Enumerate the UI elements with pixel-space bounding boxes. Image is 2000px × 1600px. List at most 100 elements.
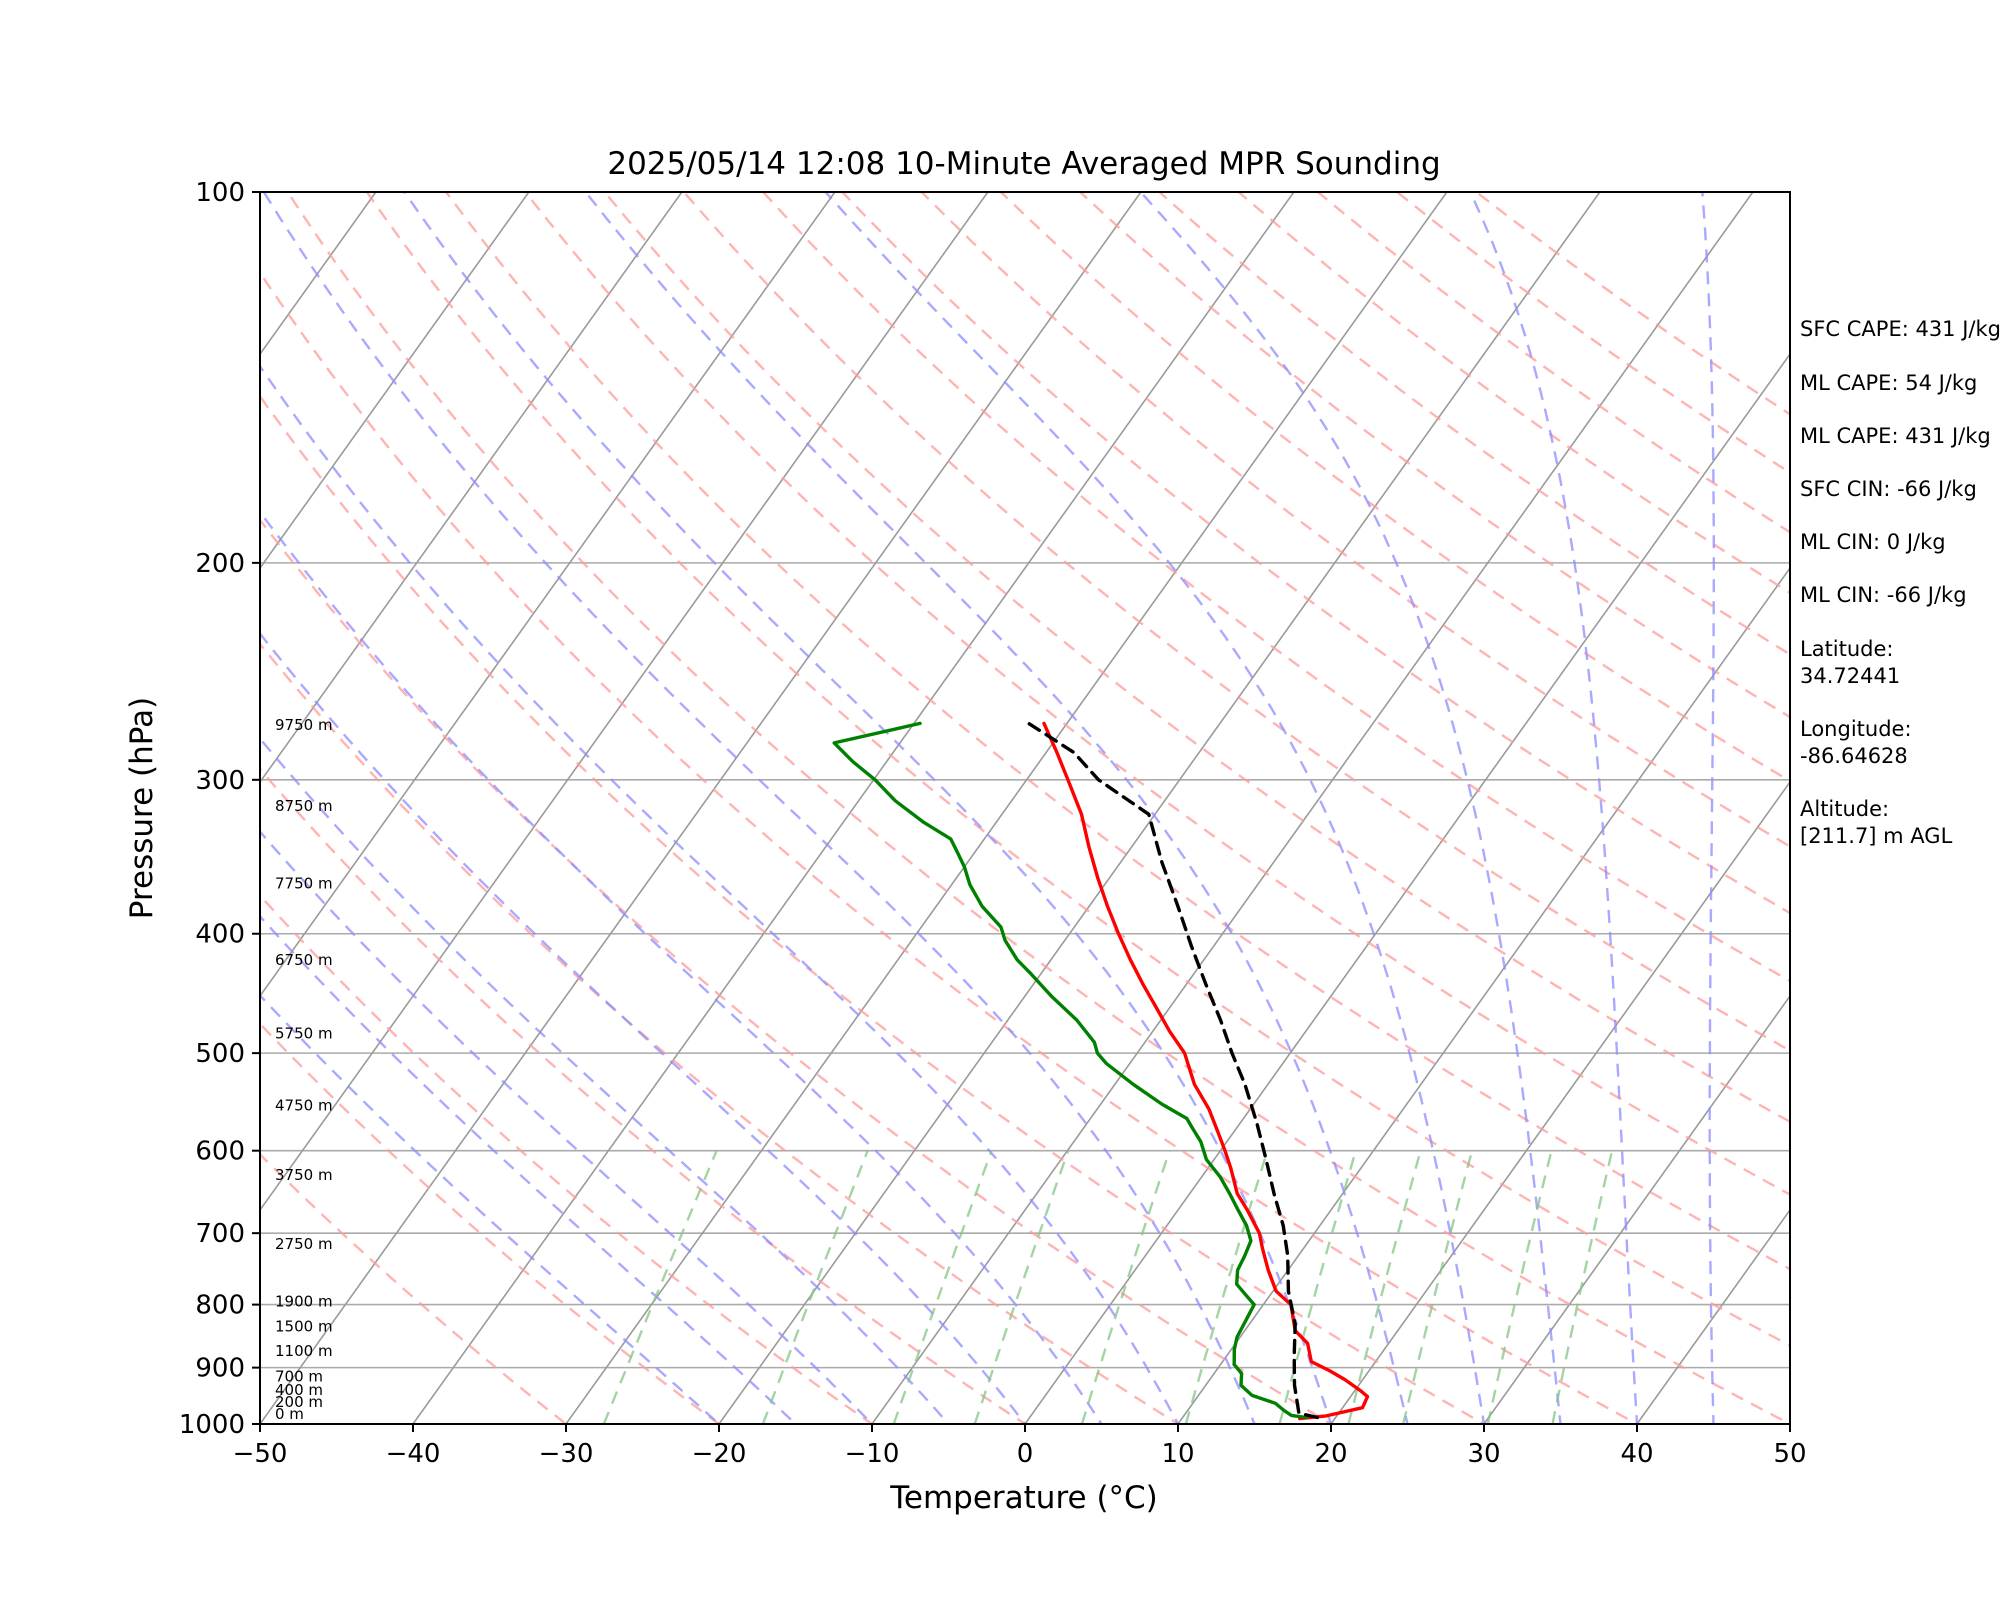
isotherm--10 xyxy=(871,192,1754,1424)
isotherm--80 xyxy=(260,192,683,784)
isotherm--60 xyxy=(260,192,989,1212)
height-label: 1500 m xyxy=(275,1317,333,1335)
x-tick-label: 40 xyxy=(1620,1439,1653,1469)
moist-adiabat-20 xyxy=(403,192,1333,1424)
moist-adiabat--10 xyxy=(260,829,874,1424)
mixing-ratio-12 xyxy=(1278,1150,1357,1424)
moist-adiabat-35 xyxy=(1139,192,1562,1424)
height-label: 200 m xyxy=(275,1393,323,1411)
mixing-ratio-0.4 xyxy=(602,1150,718,1424)
x-tick-label: 10 xyxy=(1161,1439,1194,1469)
mixing-ratio-5 xyxy=(1080,1150,1171,1424)
y-axis-label: Pressure (hPa) xyxy=(124,697,160,919)
mixing-ratio-36 xyxy=(1551,1150,1614,1424)
dry-adiabat--20 xyxy=(260,1022,722,1424)
isotherm--110 xyxy=(0,192,223,1424)
height-label: 9750 m xyxy=(275,716,333,734)
height-label: 0 m xyxy=(275,1405,304,1423)
x-tick-label: −50 xyxy=(233,1439,288,1469)
isotherm-30 xyxy=(1483,994,1790,1424)
sfc-cape-value: SFC CAPE: 431 J/kg xyxy=(1800,317,2000,341)
y-tick-label: 500 xyxy=(195,1039,245,1069)
y-tick-label: 900 xyxy=(195,1354,245,1384)
dry-adiabat--10 xyxy=(260,893,875,1424)
dry-adiabat-120 xyxy=(840,192,1790,915)
y-tick-label: 600 xyxy=(195,1137,245,1167)
moist-adiabat-30 xyxy=(824,192,1486,1424)
x-tick-label: −10 xyxy=(845,1439,900,1469)
skewed-isotherms xyxy=(0,192,1790,1424)
dry-adiabats xyxy=(260,192,1790,1424)
dry-adiabat-200 xyxy=(1474,192,1790,416)
isotherm-40 xyxy=(1636,1208,1790,1424)
dry-adiabat-60 xyxy=(365,192,1790,1347)
plot-area xyxy=(0,192,1790,1424)
ml-cin-value-2: ML CIN: -66 J/kg xyxy=(1800,583,1967,607)
x-tick-label: 30 xyxy=(1467,1439,1500,1469)
parcel-trace xyxy=(1026,721,1320,1420)
moist-adiabat-15 xyxy=(262,192,1256,1424)
height-label: 2750 m xyxy=(275,1235,333,1253)
x-tick-label: −30 xyxy=(539,1439,594,1469)
dry-adiabat-0 xyxy=(260,767,1028,1424)
latitude-label: Latitude: xyxy=(1800,637,1894,661)
y-tick-label: 800 xyxy=(195,1291,245,1321)
x-axis-ticks: −50 −40 −30 −20 −10 0 10 20 30 40 50 xyxy=(233,1424,1807,1469)
dry-adiabat-30 xyxy=(260,394,1487,1424)
moist-adiabat-0 xyxy=(260,631,1027,1424)
dewpoint-trace xyxy=(832,721,1309,1420)
moist-adiabat-10 xyxy=(260,364,1180,1424)
mixing-ratio-8 xyxy=(1184,1150,1269,1424)
moist-adiabat-40 xyxy=(1469,192,1639,1424)
dry-adiabat-100 xyxy=(682,192,1790,1052)
dry-adiabat-80 xyxy=(523,192,1790,1196)
dry-adiabat-110 xyxy=(761,192,1790,983)
sfc-cin-value: SFC CIN: -66 J/kg xyxy=(1800,477,1977,501)
dry-adiabat-180 xyxy=(1315,192,1790,534)
mixing-ratio-16 xyxy=(1347,1150,1422,1424)
dry-adiabat-130 xyxy=(919,192,1790,848)
x-tick-label: 50 xyxy=(1773,1439,1806,1469)
dry-adiabat--30 xyxy=(260,1152,568,1424)
temperature-trace xyxy=(1042,721,1370,1421)
isotherm-20 xyxy=(1330,780,1790,1424)
isotherm--40 xyxy=(412,192,1295,1424)
mixing-ratio-3 xyxy=(973,1150,1070,1424)
x-tick-label: 0 xyxy=(1017,1439,1034,1469)
sounding-traces xyxy=(832,721,1370,1421)
longitude-value: -86.64628 xyxy=(1800,744,1908,768)
height-label: 700 m xyxy=(275,1367,323,1385)
x-tick-label: 20 xyxy=(1314,1439,1347,1469)
dry-adiabat-140 xyxy=(999,192,1790,783)
dry-adiabat-190 xyxy=(1395,192,1790,475)
chart-title: 2025/05/14 12:08 10-Minute Averaged MPR … xyxy=(607,146,1440,182)
plot-frame xyxy=(259,191,1791,1425)
y-tick-label: 200 xyxy=(195,549,245,579)
mixing-ratio-1 xyxy=(761,1150,869,1424)
isotherm--20 xyxy=(718,192,1601,1424)
y-tick-label: 1000 xyxy=(179,1410,245,1440)
altitude-value: [211.7] m AGL xyxy=(1800,824,1953,848)
dry-adiabat-150 xyxy=(1078,192,1790,719)
height-label: 4750 m xyxy=(275,1097,333,1115)
mixing-ratio-20 xyxy=(1402,1150,1474,1424)
height-label: 6750 m xyxy=(275,951,333,969)
height-label: 1100 m xyxy=(275,1342,333,1360)
dry-adiabat-50 xyxy=(286,192,1790,1424)
y-tick-label: 300 xyxy=(195,766,245,796)
dry-adiabat-40 xyxy=(260,270,1640,1424)
y-tick-label: 400 xyxy=(195,920,245,950)
moist-adiabat-45 xyxy=(1701,192,1716,1424)
y-tick-label: 100 xyxy=(195,178,245,208)
y-tick-label: 700 xyxy=(195,1219,245,1249)
moist-adiabat-5 xyxy=(260,510,1103,1424)
isotherm--30 xyxy=(565,192,1448,1424)
longitude-label: Longitude: xyxy=(1800,717,1912,741)
mixing-ratio-lines xyxy=(602,1150,1614,1424)
isotherm--90 xyxy=(260,192,530,570)
mixing-ratio-2 xyxy=(892,1150,993,1424)
moist-adiabat--5 xyxy=(260,736,951,1424)
height-label: 8750 m xyxy=(275,797,333,815)
moist-adiabat-25 xyxy=(584,192,1409,1424)
